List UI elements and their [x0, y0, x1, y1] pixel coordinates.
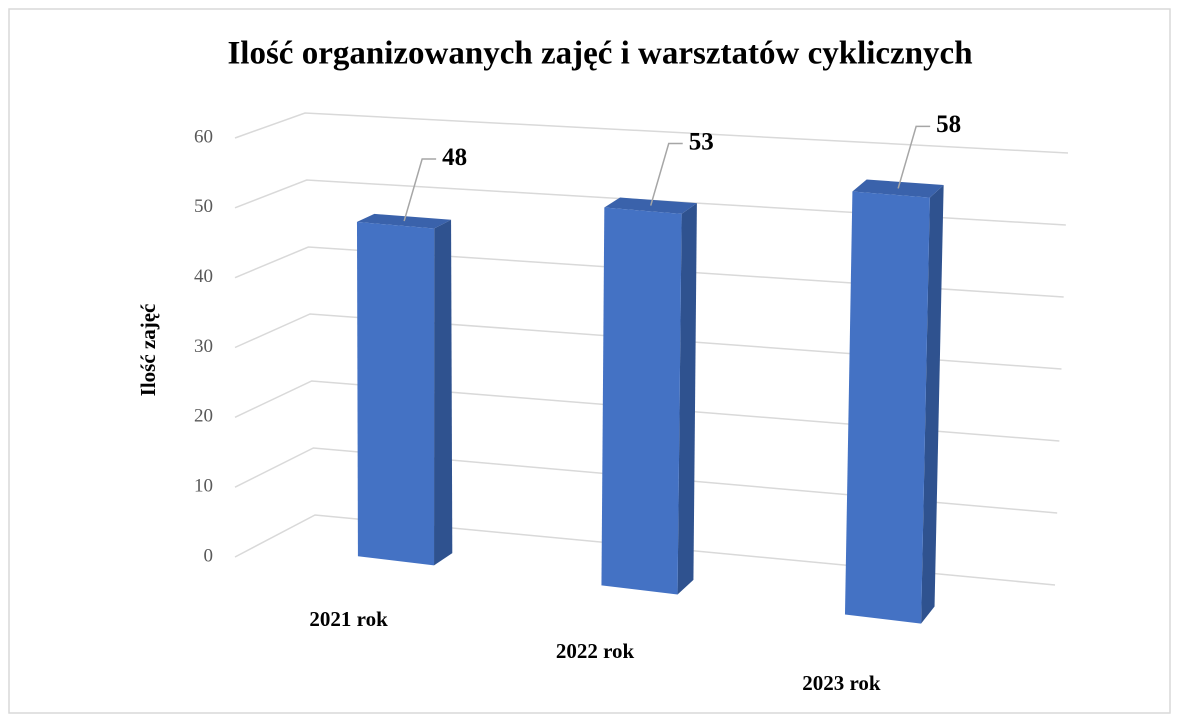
- leader-line: [897, 125, 931, 189]
- data-label: 58: [936, 111, 961, 138]
- bar-side: [434, 219, 453, 566]
- grid-line: [234, 179, 1066, 226]
- grid-line: [234, 112, 1069, 154]
- chart-title: Ilość organizowanych zajęć i warsztatów …: [227, 36, 972, 72]
- x-tick-label: 2022 rok: [556, 639, 635, 663]
- y-tick-label: 40: [194, 266, 213, 287]
- bar-top: [604, 197, 697, 214]
- y-tick-label: 0: [204, 545, 214, 566]
- bar: [844, 179, 944, 624]
- grid-line: [234, 447, 1058, 514]
- grid-line: [234, 514, 1056, 586]
- leader-line: [403, 158, 437, 222]
- data-label: 53: [689, 128, 714, 155]
- bar-front: [356, 221, 435, 566]
- bar-front: [601, 207, 682, 595]
- y-tick-label: 10: [194, 476, 213, 497]
- chart-border: [8, 8, 1171, 714]
- bar-side: [677, 203, 697, 595]
- y-axis-label: Ilość zajęć: [136, 304, 160, 397]
- grid-line: [234, 380, 1060, 442]
- y-tick-label: 50: [194, 196, 213, 217]
- bar-top: [356, 213, 452, 229]
- y-tick-label: 20: [194, 406, 213, 427]
- bar-front: [844, 191, 930, 624]
- grid-line: [234, 246, 1064, 298]
- y-tick-label: 30: [194, 336, 213, 357]
- bar: [356, 213, 453, 566]
- x-tick-label: 2021 rok: [309, 607, 388, 631]
- bar-top: [852, 179, 944, 198]
- bar: [601, 197, 697, 595]
- leader-line: [650, 142, 683, 206]
- x-tick-label: 2023 rok: [802, 671, 881, 695]
- bar-side: [921, 184, 944, 624]
- grid-line: [234, 313, 1062, 370]
- y-tick-label: 60: [194, 126, 213, 147]
- data-label: 48: [442, 144, 467, 171]
